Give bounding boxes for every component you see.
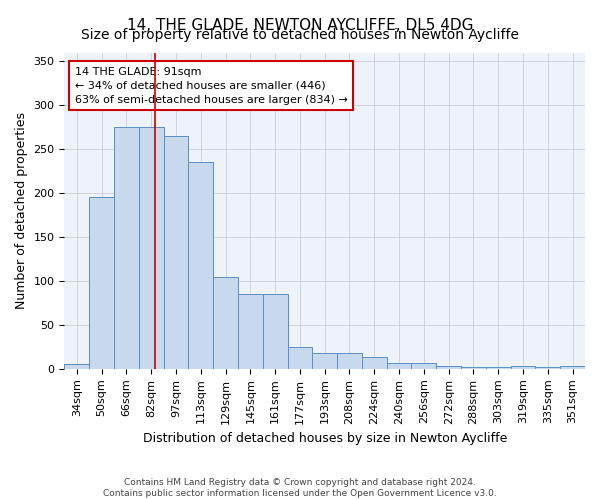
Bar — [313, 353, 337, 369]
Bar — [89, 198, 114, 369]
Bar — [188, 162, 213, 369]
Bar — [412, 362, 436, 369]
Bar — [164, 136, 188, 369]
Bar — [238, 294, 263, 369]
Bar — [337, 353, 362, 369]
Bar — [287, 347, 313, 369]
Bar — [486, 367, 511, 369]
Bar — [213, 278, 238, 369]
Bar — [114, 127, 139, 369]
Bar — [560, 366, 585, 369]
Y-axis label: Number of detached properties: Number of detached properties — [15, 112, 28, 309]
Text: Contains HM Land Registry data © Crown copyright and database right 2024.
Contai: Contains HM Land Registry data © Crown c… — [103, 478, 497, 498]
Bar — [263, 294, 287, 369]
Bar — [64, 364, 89, 369]
Text: Size of property relative to detached houses in Newton Aycliffe: Size of property relative to detached ho… — [81, 28, 519, 42]
Bar — [386, 362, 412, 369]
Text: 14, THE GLADE, NEWTON AYCLIFFE, DL5 4DG: 14, THE GLADE, NEWTON AYCLIFFE, DL5 4DG — [127, 18, 473, 32]
Bar — [436, 366, 461, 369]
Bar — [535, 367, 560, 369]
Bar — [461, 367, 486, 369]
Bar — [511, 366, 535, 369]
Bar — [139, 127, 164, 369]
X-axis label: Distribution of detached houses by size in Newton Aycliffe: Distribution of detached houses by size … — [143, 432, 507, 445]
Bar — [362, 356, 386, 369]
Text: 14 THE GLADE: 91sqm
← 34% of detached houses are smaller (446)
63% of semi-detac: 14 THE GLADE: 91sqm ← 34% of detached ho… — [75, 66, 347, 104]
